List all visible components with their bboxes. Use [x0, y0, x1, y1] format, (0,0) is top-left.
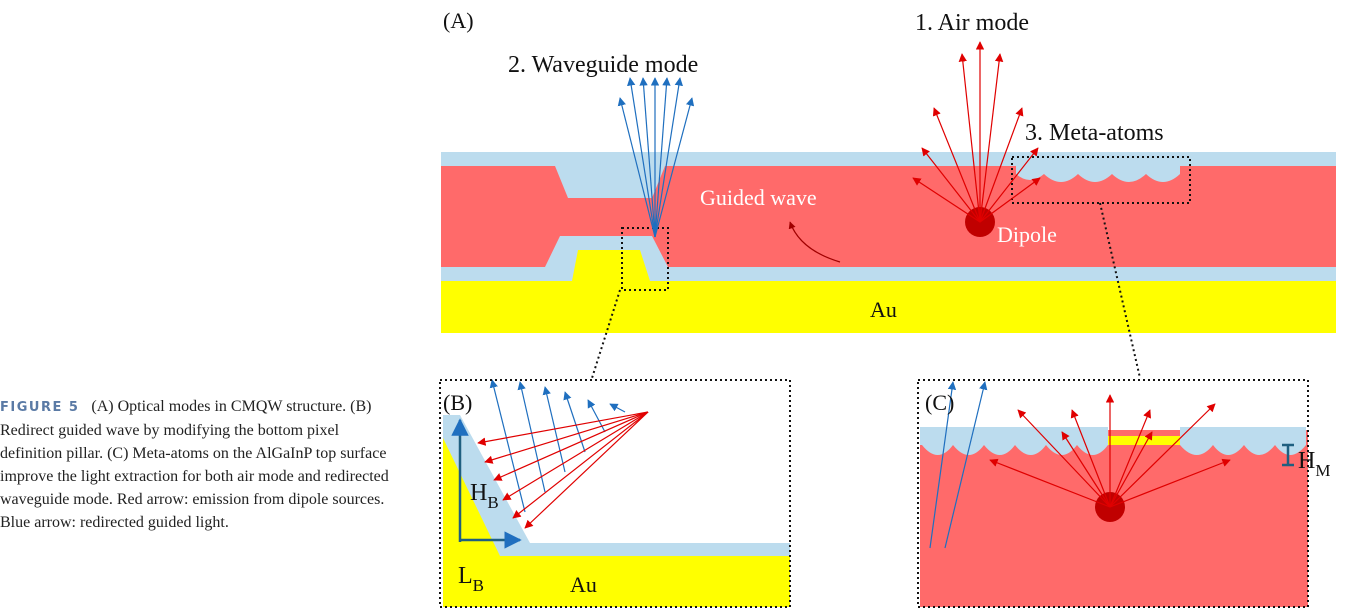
- subscript: B: [487, 493, 498, 512]
- label: Dipole: [997, 222, 1057, 247]
- label: Guided wave: [700, 185, 817, 210]
- tag: (A): [443, 8, 474, 33]
- red-arrow: [525, 412, 648, 528]
- page: {"caption": {"label": "FIGURE 5", "text"…: [0, 0, 1365, 613]
- subscript: M: [1315, 461, 1330, 480]
- diagram: (A) 1. Air mode 2. Waveguide mode 3. Met…: [0, 0, 1365, 613]
- label: Au: [570, 572, 597, 597]
- subscript: B: [473, 576, 484, 595]
- panel-b: (B) HB LB Au: [440, 380, 790, 607]
- tag: (B): [443, 390, 472, 415]
- red-arrow: [494, 412, 648, 480]
- red-arrow: [513, 412, 648, 518]
- symbol: L: [458, 563, 473, 589]
- panel-a: (A) 1. Air mode 2. Waveguide mode 3. Met…: [441, 8, 1336, 333]
- symbol: H: [470, 480, 487, 506]
- tag: (C): [925, 390, 954, 415]
- label: 2. Waveguide mode: [508, 52, 698, 78]
- label: 1. Air mode: [915, 10, 1029, 36]
- label: 3. Meta-atoms: [1025, 120, 1164, 146]
- blue-arrow: [565, 392, 585, 452]
- pillar: [572, 250, 650, 281]
- blue-arrow: [610, 404, 625, 412]
- blue-arrow: [520, 382, 545, 492]
- label: Au: [870, 297, 897, 322]
- symbol: H: [1298, 448, 1315, 474]
- panel-c: (C) HM: [918, 380, 1330, 607]
